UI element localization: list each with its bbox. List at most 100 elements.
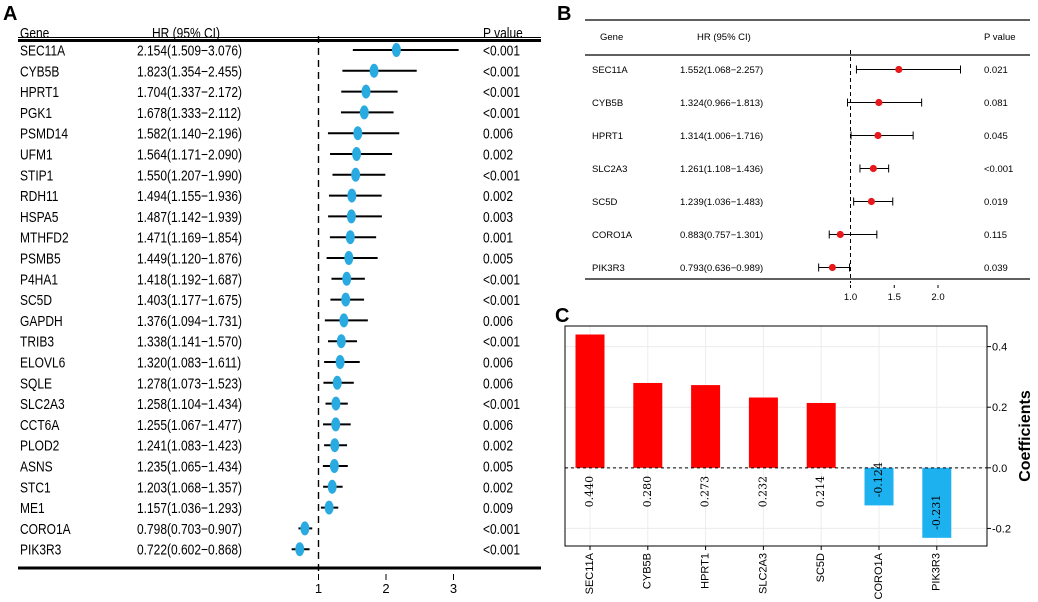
x-tick-label: 1.5 [888, 292, 901, 303]
hr-point [295, 542, 305, 557]
hr-ci-text: 1.449(1.120−1.876) [137, 250, 242, 267]
bar-sc5d [806, 402, 836, 468]
hr-point [330, 438, 340, 453]
hr-point [895, 65, 903, 74]
p-value-text: 0.021 [984, 65, 1008, 76]
hr-point [836, 230, 844, 239]
forest-row-pgk1: PGK1 1.678(1.333−2.112) <0.001 [20, 105, 520, 122]
category-label: SC5D [815, 553, 827, 582]
y-tick-label: -0.2 [992, 523, 1011, 535]
bar-cyb5b [633, 382, 663, 468]
hr-point [341, 292, 351, 307]
p-value-column-header: P value [483, 25, 523, 42]
hr-point [351, 167, 361, 182]
x-tick-label: 1 [315, 581, 322, 596]
p-value-text: <0.001 [483, 292, 520, 309]
gene-label: ASNS [20, 458, 53, 475]
forest-row-psmb5: PSMB5 1.449(1.120−1.876) 0.005 [20, 250, 513, 267]
hr-ci-text: 1.471(1.169−1.854) [137, 229, 242, 246]
forest-row-stip1: STIP1 1.550(1.207−1.990) <0.001 [20, 167, 520, 184]
forest-row-elovl6: ELOVL6 1.320(1.083−1.611) 0.006 [20, 354, 513, 371]
hr-ci-text: 1.278(1.073−1.523) [137, 375, 242, 392]
p-value-text: <0.001 [483, 521, 520, 538]
hr-ci-text: 0.793(0.636−0.989) [680, 263, 763, 274]
y-tick-label: 0.0 [992, 463, 1007, 475]
category-label: SEC11A [584, 552, 596, 594]
hr-point [329, 459, 339, 473]
forest-row-me1: ME1 1.157(1.036−1.293) 0.009 [20, 500, 513, 517]
forest-row-hprt1: HPRT1 1.704(1.337−2.172) <0.001 [20, 84, 520, 101]
hr-ci-text: 1.678(1.333−2.112) [137, 105, 241, 122]
bar-hprt1 [691, 385, 721, 468]
gene-label: PLOD2 [20, 437, 59, 454]
gene-label: CYB5B [20, 63, 59, 80]
p-value-text: 0.006 [483, 313, 513, 330]
gene-label: ELOVL6 [20, 354, 65, 371]
hr-point [874, 131, 882, 140]
p-value-text: 0.039 [984, 263, 1008, 274]
p-value-text: 0.006 [483, 354, 513, 371]
forest-row-p4ha1: P4HA1 1.418(1.192−1.687) <0.001 [20, 271, 520, 288]
hr-ci-text: 0.798(0.703−0.907) [137, 521, 242, 538]
hr-ci-text: 1.157(1.036−1.293) [137, 500, 242, 517]
p-value-text: 0.006 [483, 375, 513, 392]
gene-label: P4HA1 [20, 271, 58, 288]
p-value-text: 0.003 [483, 209, 513, 226]
plot-frame [564, 325, 988, 547]
gene-label: SQLE [20, 375, 52, 392]
hr-ci-text: 1.324(0.966−1.813) [680, 98, 763, 109]
forest-row-rdh11: RDH11 1.494(1.155−1.936) 0.002 [20, 188, 513, 205]
forest-row-sec11a: SEC11A 2.154(1.509−3.076) <0.001 [20, 42, 520, 59]
hr-ci-text: 1.235(1.065−1.434) [137, 458, 242, 475]
gene-label: PIK3R3 [20, 541, 61, 558]
p-value-text: <0.001 [483, 42, 520, 59]
hr-point [339, 313, 349, 328]
hr-point [869, 164, 877, 173]
p-value-text: <0.001 [483, 105, 520, 122]
gene-label: CCT6A [20, 417, 60, 434]
gene-label: PIK3R3 [592, 263, 625, 274]
x-tick-label: 2.0 [931, 292, 944, 303]
category-label: PIK3R3 [931, 553, 943, 591]
p-value-text: 0.006 [483, 417, 513, 434]
hr-point [331, 396, 341, 411]
hr-point [332, 375, 342, 390]
p-value-text: 0.045 [984, 131, 1008, 142]
hr-column-header: HR (95% CI) [697, 32, 751, 43]
hr-ci-text: 1.494(1.155−1.936) [137, 188, 242, 205]
hr-ci-text: 1.487(1.142−1.939) [137, 209, 242, 226]
forest-row-stc1: STC1 1.203(1.068−1.357) 0.002 [20, 479, 513, 496]
gene-label: UFM1 [20, 146, 53, 163]
hr-ci-text: 1.552(1.068−2.257) [680, 65, 763, 76]
p-value-column-header: P value [984, 32, 1016, 43]
hr-ci-text: 1.239(1.036−1.483) [680, 197, 763, 208]
gene-label: PSMD14 [20, 125, 68, 142]
hr-ci-text: 1.338(1.141−1.570) [137, 333, 242, 350]
hr-point [327, 479, 337, 494]
forest-row-psmd14: PSMD14 1.582(1.140−2.196) 0.006 [20, 125, 513, 142]
p-value-text: 0.002 [483, 188, 513, 205]
hr-point [331, 417, 341, 432]
hr-point [353, 126, 363, 141]
value-label: -0.231 [930, 495, 943, 530]
x-tick-label: 1.0 [844, 292, 857, 303]
p-value-text: 0.006 [483, 125, 513, 142]
gene-label: PGK1 [20, 105, 52, 122]
bar-sec11a [575, 334, 605, 468]
p-value-text: 0.002 [483, 437, 513, 454]
bar-slc2a3 [748, 397, 778, 468]
p-value-text: <0.001 [483, 167, 520, 184]
gene-label: CORO1A [592, 230, 633, 241]
forest-row-pik3r3: PIK3R3 0.722(0.602−0.868) <0.001 [20, 541, 520, 558]
p-value-text: <0.001 [984, 164, 1013, 175]
gene-label: HPRT1 [20, 84, 59, 101]
hr-ci-text: 1.582(1.140−2.196) [137, 125, 242, 142]
forest-row-cyb5b: CYB5B 1.324(0.966−1.813) 0.081 [592, 98, 1008, 109]
forest-row-sec11a: SEC11A 1.552(1.068−2.257) 0.021 [592, 65, 1008, 76]
forest-row-pik3r3: PIK3R3 0.793(0.636−0.989) 0.039 [592, 263, 1008, 274]
gene-label: CORO1A [20, 521, 71, 538]
panel-c-bar-chart: 0.440 0.280 0.273 0.232 0.214 -0.124 -0.231 -0.… [564, 325, 1034, 599]
forest-row-cyb5b: CYB5B 1.823(1.354−2.455) <0.001 [20, 63, 520, 80]
p-value-text: 0.081 [984, 98, 1008, 109]
